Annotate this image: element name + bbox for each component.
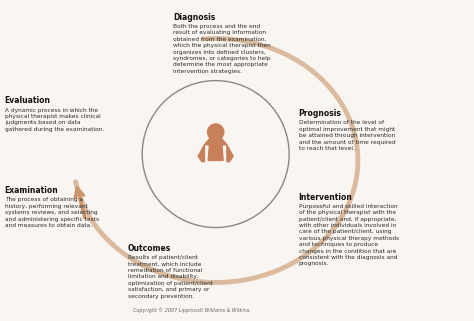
Text: Evaluation: Evaluation xyxy=(5,96,51,105)
Polygon shape xyxy=(227,145,233,162)
Text: Determination of the level of
optimal improvement that might
be attained through: Determination of the level of optimal im… xyxy=(299,120,395,151)
Text: Purposeful and skilled interaction
of the physical therapist with the
patient/cl: Purposeful and skilled interaction of th… xyxy=(299,204,399,266)
Text: Examination: Examination xyxy=(5,186,58,195)
Text: The process of obtaining a
history, performing relevant
systems reviews, and sel: The process of obtaining a history, perf… xyxy=(5,197,99,228)
Polygon shape xyxy=(213,135,218,139)
Polygon shape xyxy=(204,139,227,145)
Text: Both the process and the end
result of evaluating information
obtained from the : Both the process and the end result of e… xyxy=(173,24,271,74)
Ellipse shape xyxy=(208,124,224,140)
Text: Results of patient/client
treatment, which include
remediation of functional
lim: Results of patient/client treatment, whi… xyxy=(128,255,213,299)
Text: Copyright © 2007 Lippincott Williams & Wilkins.: Copyright © 2007 Lippincott Williams & W… xyxy=(133,307,251,313)
Polygon shape xyxy=(198,145,204,162)
Text: Prognosis: Prognosis xyxy=(299,109,341,118)
Text: Intervention: Intervention xyxy=(299,193,353,202)
Polygon shape xyxy=(208,145,223,160)
Text: A dynamic process in which the
physical therapist makes clinical
judgments based: A dynamic process in which the physical … xyxy=(5,108,104,132)
Text: Outcomes: Outcomes xyxy=(128,244,171,253)
Text: Diagnosis: Diagnosis xyxy=(173,13,215,22)
